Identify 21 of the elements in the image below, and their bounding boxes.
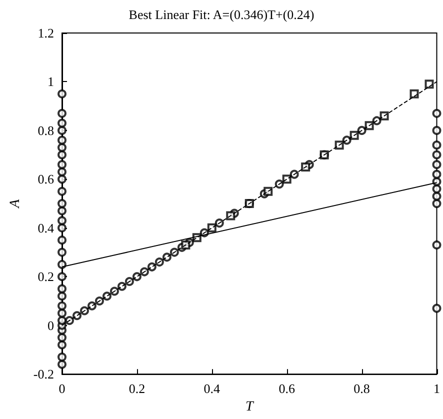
- x-tick-label: 0.2: [128, 381, 146, 396]
- y-tick-label: 0.6: [38, 172, 54, 187]
- x-tick-label: 0.8: [354, 381, 370, 396]
- point: [301, 162, 310, 172]
- y-tick-label: 0.2: [38, 269, 54, 284]
- y-tick-label: 1: [48, 74, 54, 90]
- y-tick-label: 0: [48, 318, 54, 333]
- y-tick-label: 1.2: [38, 26, 54, 40]
- y-tick-label: -0.2: [33, 366, 54, 382]
- x-tick-label: 0.6: [278, 381, 296, 396]
- point: [424, 80, 434, 89]
- point: [410, 89, 419, 98]
- y-tick-label: 0.4: [38, 220, 54, 236]
- y-tick-label: 0.8: [38, 122, 54, 138]
- x-tick-label: 0: [58, 381, 66, 396]
- x-tick-label: 1: [434, 381, 440, 396]
- chart-title: Best Linear Fit: A=(0.346)T+(0.24): [128, 7, 314, 22]
- x-tick-label: 0.4: [204, 381, 221, 396]
- point: [244, 199, 254, 208]
- y-axis-title: A: [8, 198, 24, 209]
- x-axis-title: T: [245, 400, 254, 414]
